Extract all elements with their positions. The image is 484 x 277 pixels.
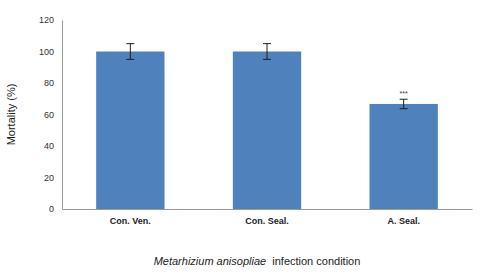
x-tick-label: Con. Seal. bbox=[245, 216, 289, 226]
chart: 0 20 40 60 80 100 120 Con. Ven. Con. Seal. A. Sea… bbox=[0, 0, 484, 277]
error-bar bbox=[400, 99, 408, 108]
y-tick-label: 40 bbox=[44, 141, 54, 151]
y-tick: 20 bbox=[44, 173, 62, 183]
y-tick: 40 bbox=[44, 141, 62, 151]
x-tick: Con. Ven. bbox=[110, 209, 151, 226]
x-tick-label: A. Seal. bbox=[387, 216, 420, 226]
y-tick: 60 bbox=[44, 110, 62, 120]
marks bbox=[96, 44, 438, 209]
y-tick-label: 20 bbox=[44, 173, 54, 183]
y-tick-label: 0 bbox=[49, 204, 54, 214]
x-tick: A. Seal. bbox=[387, 209, 420, 226]
y-axis-line bbox=[62, 21, 63, 210]
x-axis: Con. Ven. Con. Seal. A. Seal. bbox=[63, 209, 473, 226]
y-tick-label: 80 bbox=[44, 78, 54, 88]
x-axis-title: Metarhizium anisopliae infection conditi… bbox=[154, 255, 361, 267]
x-tick-label: Con. Ven. bbox=[110, 216, 151, 226]
y-axis-title: Mortality (%) bbox=[5, 84, 17, 146]
plot: 0 20 40 60 80 100 120 Con. Ven. Con. Seal. A. Sea… bbox=[39, 15, 473, 226]
y-axis: 0 20 40 60 80 100 120 bbox=[39, 15, 63, 214]
y-tick: 120 bbox=[39, 15, 62, 25]
significance: *** bbox=[400, 90, 408, 97]
y-tick: 100 bbox=[39, 47, 62, 57]
x-tick: Con. Seal. bbox=[245, 209, 289, 226]
x-axis-line bbox=[63, 209, 473, 210]
bar bbox=[96, 52, 164, 210]
y-tick-label: 120 bbox=[39, 15, 54, 25]
y-tick: 0 bbox=[49, 204, 62, 214]
error-bar bbox=[263, 44, 271, 60]
y-tick-label: 60 bbox=[44, 110, 54, 120]
y-tick: 80 bbox=[44, 78, 62, 88]
bar bbox=[370, 104, 438, 209]
error-bar bbox=[126, 44, 134, 60]
bar bbox=[233, 52, 301, 210]
y-tick-label: 100 bbox=[39, 47, 54, 57]
